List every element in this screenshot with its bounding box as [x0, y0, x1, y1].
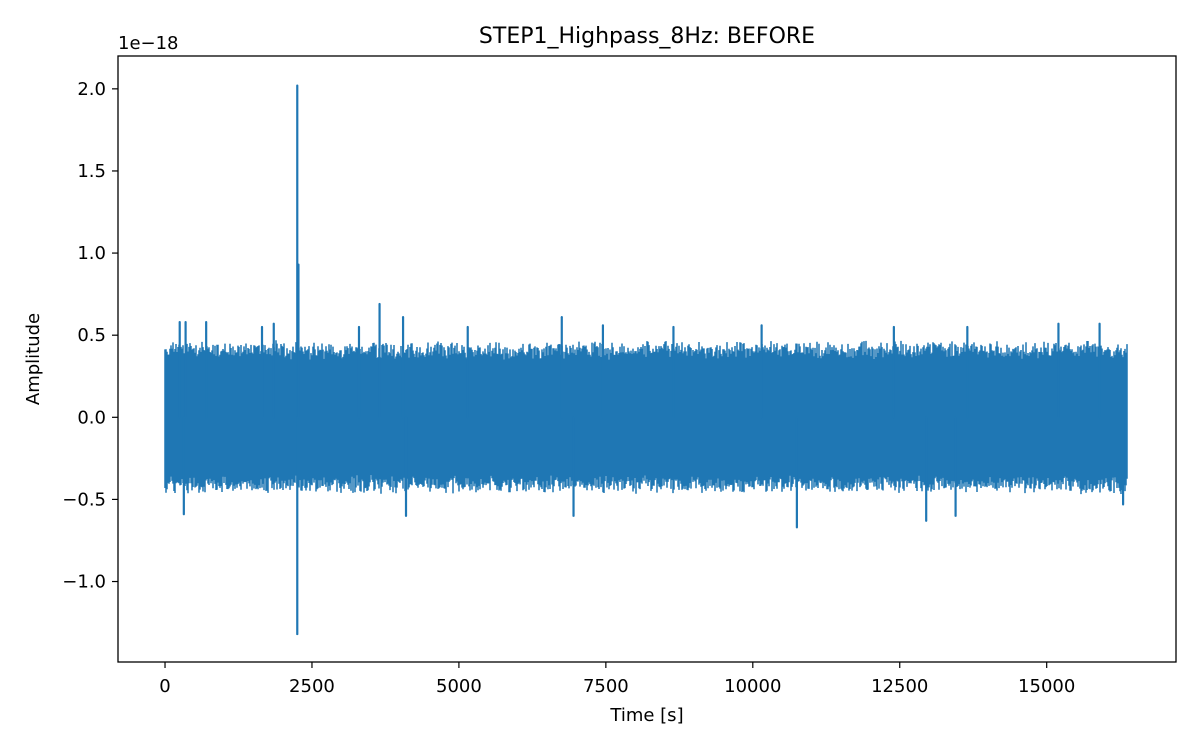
plot-area: [164, 84, 1128, 636]
y-offset-label: 1e−18: [118, 33, 179, 54]
y-tick-label: 2.0: [77, 79, 106, 100]
x-axis-label: Time [s]: [609, 705, 683, 726]
series-line: [164, 84, 1128, 636]
axes-frame: [117, 55, 1177, 663]
x-tick-label: 2500: [289, 676, 335, 697]
y-tick-label: −0.5: [62, 489, 106, 510]
y-tick-label: 0.5: [77, 325, 106, 346]
x-tick-label: 7500: [583, 676, 629, 697]
y-tick-label: 1.5: [77, 161, 106, 182]
y-tick-label: −1.0: [62, 572, 106, 593]
x-axis-ticks: 0 2500 5000 7500 10000 12500 15000: [159, 662, 1075, 697]
x-tick-label: 15000: [1018, 676, 1075, 697]
y-axis-label: Amplitude: [23, 313, 44, 405]
y-axis-ticks: −1.0 −0.5 0.0 0.5 1.0 1.5 2.0: [62, 79, 118, 593]
y-tick-label: 1.0: [77, 243, 106, 264]
y-tick-label: 0.0: [77, 407, 106, 428]
x-tick-label: 10000: [724, 676, 781, 697]
series-noise-band: [164, 340, 1128, 495]
chart-title: STEP1_Highpass_8Hz: BEFORE: [479, 24, 815, 49]
x-tick-label: 5000: [436, 676, 482, 697]
x-tick-label: 0: [159, 676, 170, 697]
x-tick-label: 12500: [871, 676, 928, 697]
